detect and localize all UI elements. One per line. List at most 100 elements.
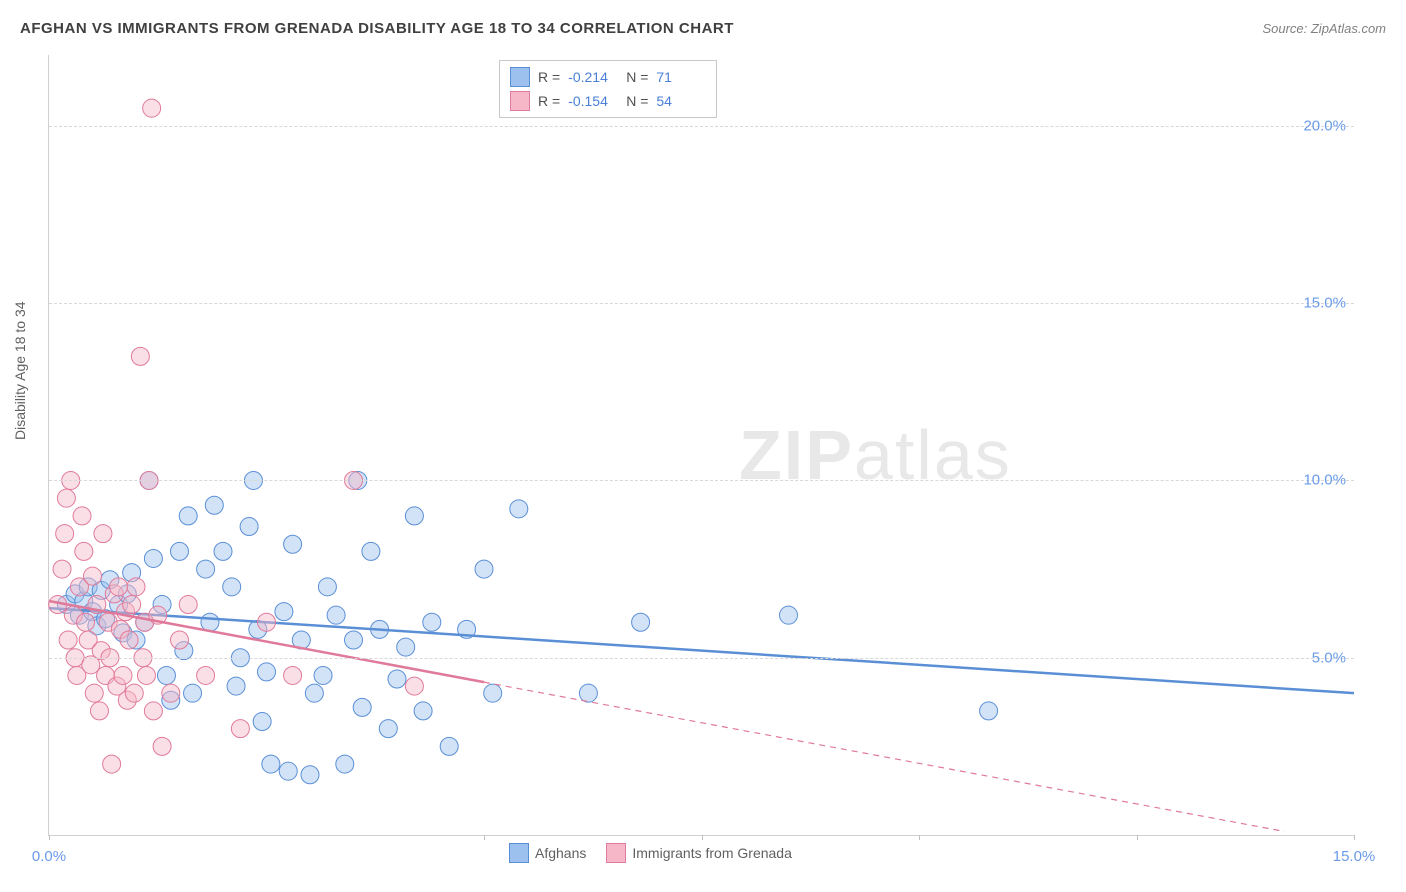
gridline	[49, 658, 1354, 659]
data-point	[205, 496, 223, 514]
data-point	[379, 720, 397, 738]
data-point	[240, 518, 258, 536]
x-tick-mark	[49, 835, 50, 840]
data-point	[301, 766, 319, 784]
data-point	[94, 525, 112, 543]
chart-title: AFGHAN VS IMMIGRANTS FROM GRENADA DISABI…	[20, 20, 734, 37]
data-point	[253, 713, 271, 731]
legend-correlation: R =-0.214N =71R =-0.154N =54	[499, 60, 717, 118]
legend-correlation-row: R =-0.214N =71	[510, 65, 706, 89]
legend-swatch	[510, 91, 530, 111]
legend-r-value: -0.214	[568, 69, 618, 85]
data-point	[85, 684, 103, 702]
data-point	[171, 542, 189, 560]
chart-header: AFGHAN VS IMMIGRANTS FROM GRENADA DISABI…	[20, 20, 1386, 37]
legend-n-value: 54	[656, 93, 706, 109]
legend-n-value: 71	[656, 69, 706, 85]
data-point	[510, 500, 528, 518]
data-point	[318, 578, 336, 596]
legend-series-item: Immigrants from Grenada	[606, 843, 792, 863]
data-point	[362, 542, 380, 560]
legend-series-label: Immigrants from Grenada	[632, 845, 792, 861]
x-tick-mark	[1354, 835, 1355, 840]
data-point	[197, 560, 215, 578]
data-point	[214, 542, 232, 560]
data-point	[780, 606, 798, 624]
data-point	[336, 755, 354, 773]
data-point	[53, 560, 71, 578]
legend-swatch	[510, 67, 530, 87]
data-point	[179, 596, 197, 614]
data-point	[123, 596, 141, 614]
data-point	[90, 702, 108, 720]
legend-swatch	[509, 843, 529, 863]
data-point	[475, 560, 493, 578]
y-tick-label: 5.0%	[1312, 649, 1346, 666]
data-point	[632, 613, 650, 631]
data-point	[179, 507, 197, 525]
data-point	[397, 638, 415, 656]
data-point	[353, 698, 371, 716]
data-point	[279, 762, 297, 780]
data-point	[262, 755, 280, 773]
data-point	[157, 666, 175, 684]
data-point	[327, 606, 345, 624]
data-point	[162, 684, 180, 702]
data-point	[57, 489, 75, 507]
data-point	[579, 684, 597, 702]
legend-series: AfghansImmigrants from Grenada	[509, 843, 792, 863]
data-point	[201, 613, 219, 631]
data-point	[127, 578, 145, 596]
legend-swatch	[606, 843, 626, 863]
data-point	[84, 567, 102, 585]
data-point	[137, 666, 155, 684]
data-point	[484, 684, 502, 702]
data-point	[77, 613, 95, 631]
data-point	[184, 684, 202, 702]
data-point	[131, 347, 149, 365]
gridline	[49, 480, 1354, 481]
data-point	[125, 684, 143, 702]
legend-r-label: R =	[538, 93, 560, 109]
data-point	[258, 613, 276, 631]
data-point	[110, 578, 128, 596]
data-point	[73, 507, 91, 525]
data-point	[414, 702, 432, 720]
y-tick-label: 20.0%	[1303, 117, 1346, 134]
data-point	[980, 702, 998, 720]
legend-n-label: N =	[626, 93, 648, 109]
data-point	[56, 525, 74, 543]
data-point	[227, 677, 245, 695]
gridline	[49, 303, 1354, 304]
legend-correlation-row: R =-0.154N =54	[510, 89, 706, 113]
data-point	[197, 666, 215, 684]
data-point	[314, 666, 332, 684]
data-point	[75, 542, 93, 560]
y-tick-label: 10.0%	[1303, 472, 1346, 489]
data-point	[144, 549, 162, 567]
legend-r-label: R =	[538, 69, 560, 85]
x-tick-mark	[702, 835, 703, 840]
data-point	[275, 603, 293, 621]
y-tick-label: 15.0%	[1303, 295, 1346, 312]
chart-source: Source: ZipAtlas.com	[1262, 21, 1386, 36]
data-point	[114, 666, 132, 684]
x-tick-mark	[1137, 835, 1138, 840]
data-point	[345, 631, 363, 649]
data-point	[144, 702, 162, 720]
data-point	[143, 99, 161, 117]
data-point	[258, 663, 276, 681]
data-point	[103, 755, 121, 773]
trend-line-dashed	[484, 682, 1284, 831]
chart-svg	[49, 55, 1354, 835]
data-point	[223, 578, 241, 596]
data-point	[153, 737, 171, 755]
data-point	[423, 613, 441, 631]
x-tick-mark	[484, 835, 485, 840]
x-tick-mark	[919, 835, 920, 840]
data-point	[171, 631, 189, 649]
data-point	[305, 684, 323, 702]
data-point	[405, 507, 423, 525]
data-point	[388, 670, 406, 688]
x-tick-label: 0.0%	[32, 848, 66, 865]
